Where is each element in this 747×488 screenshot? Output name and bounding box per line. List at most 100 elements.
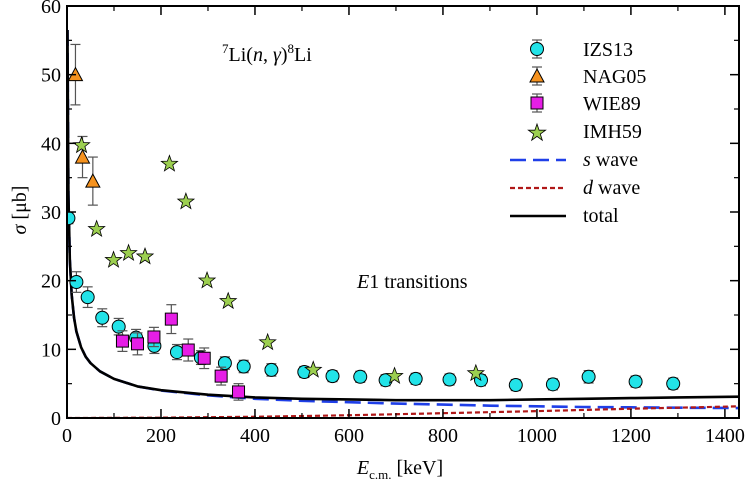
legend-label-s: s bbox=[583, 149, 591, 171]
data-point-izs13 bbox=[666, 376, 681, 391]
y-axis-label-unit: [μb] bbox=[9, 186, 31, 225]
legend-label: total bbox=[583, 205, 619, 227]
legend-marker-circle bbox=[530, 42, 544, 56]
transitions-rest: 1 transitions bbox=[369, 271, 468, 293]
x-tick-label: 400 bbox=[240, 425, 270, 447]
reaction-gamma: γ bbox=[273, 44, 282, 66]
data-point-nag05 bbox=[85, 173, 101, 188]
y-tick-label: 30 bbox=[41, 202, 61, 224]
data-point-imh59 bbox=[160, 154, 179, 172]
data-point-imh59 bbox=[258, 332, 277, 351]
legend: IZS13 NAG05 WIE89 IMH59 s wave d wave bbox=[510, 39, 646, 227]
x-tick-label: 600 bbox=[334, 425, 364, 447]
data-point-izs13 bbox=[217, 356, 232, 371]
curve-total bbox=[67, 30, 739, 402]
reaction-neutron: n bbox=[253, 44, 263, 66]
x-tick-label: 1400 bbox=[705, 425, 745, 447]
data-point-wie89 bbox=[232, 385, 246, 399]
legend-item-wie89: WIE89 bbox=[530, 93, 641, 115]
reaction-post-mass: 8 bbox=[288, 41, 295, 56]
x-axis-label: Ec.m. [keV] bbox=[356, 457, 443, 482]
legend-item-d-wave: d wave bbox=[510, 177, 640, 199]
data-point-imh59 bbox=[135, 246, 155, 265]
data-point-wie89 bbox=[214, 369, 228, 383]
data-point-wie89 bbox=[197, 351, 211, 365]
data-point-izs13 bbox=[545, 377, 560, 392]
y-axis-label-symbol: σ bbox=[9, 223, 31, 234]
data-point-izs13 bbox=[67, 211, 76, 226]
data-point-izs13 bbox=[353, 369, 368, 384]
legend-label: IMH59 bbox=[583, 121, 642, 143]
x-tick-label: 0 bbox=[62, 425, 72, 447]
reaction-close: ) bbox=[281, 44, 288, 66]
data-point-izs13 bbox=[264, 362, 279, 377]
x-tick-label: 200 bbox=[146, 425, 176, 447]
legend-item-total: total bbox=[510, 205, 619, 227]
data-point-wie89 bbox=[181, 343, 195, 357]
data-point-imh59 bbox=[304, 360, 323, 378]
axis-tick-labels: 0 200 400 600 800 1000 1200 1400 0 10 20 30 40 50 60 bbox=[41, 0, 745, 447]
legend-label: d wave bbox=[583, 177, 640, 199]
y-tick-label: 50 bbox=[41, 65, 61, 87]
legend-item-nag05: NAG05 bbox=[529, 66, 646, 88]
data-point-izs13 bbox=[169, 345, 184, 360]
legend-marker-star bbox=[527, 122, 547, 142]
data-point-izs13 bbox=[628, 374, 643, 389]
legend-item-imh59: IMH59 bbox=[527, 121, 642, 143]
data-point-imh59 bbox=[197, 270, 217, 289]
data-point-imh59 bbox=[176, 192, 196, 210]
data-point-nag05 bbox=[74, 149, 91, 164]
y-tick-label: 20 bbox=[41, 271, 61, 293]
data-point-izs13 bbox=[69, 275, 84, 290]
legend-label-wave: wave bbox=[591, 149, 638, 171]
x-tick-label: 800 bbox=[428, 425, 458, 447]
legend-marker-triangle bbox=[529, 67, 545, 83]
legend-label: IZS13 bbox=[583, 39, 633, 61]
legend-item-s-wave: s wave bbox=[510, 149, 638, 171]
legend-marker-square bbox=[530, 96, 544, 110]
y-tick-label: 40 bbox=[41, 133, 61, 155]
data-point-imh59 bbox=[385, 366, 404, 384]
legend-label: WIE89 bbox=[583, 93, 641, 115]
x-axis-label-unit: [keV] bbox=[391, 457, 443, 479]
legend-label-wave: wave bbox=[593, 177, 640, 199]
data-point-imh59 bbox=[218, 291, 238, 310]
transitions-e: E bbox=[356, 271, 369, 293]
data-point-izs13 bbox=[581, 369, 596, 384]
data-point-izs13 bbox=[508, 378, 523, 393]
data-point-imh59 bbox=[72, 135, 91, 154]
data-point-izs13 bbox=[236, 359, 251, 374]
data-point-izs13 bbox=[325, 369, 340, 384]
reaction-product: Li bbox=[294, 44, 312, 66]
legend-label: s wave bbox=[583, 149, 638, 171]
data-point-wie89 bbox=[164, 312, 178, 326]
reaction-comma: , bbox=[263, 44, 273, 66]
x-tick-label: 1000 bbox=[517, 425, 557, 447]
data-point-wie89 bbox=[115, 334, 129, 348]
y-tick-label: 10 bbox=[41, 339, 61, 361]
data-point-imh59 bbox=[104, 250, 123, 268]
reaction-annotation: 7Li(n, γ)8Li bbox=[222, 41, 312, 66]
reaction-pre-mass: 7 bbox=[222, 41, 229, 56]
data-point-imh59 bbox=[87, 219, 106, 237]
y-tick-label: 60 bbox=[41, 0, 61, 18]
data-point-izs13 bbox=[80, 290, 95, 305]
legend-label-d: d bbox=[583, 177, 594, 199]
data-point-imh59 bbox=[466, 363, 486, 382]
series-points bbox=[67, 43, 681, 401]
axis-ticks bbox=[66, 5, 739, 419]
y-tick-label: 0 bbox=[51, 408, 61, 430]
data-point-izs13 bbox=[111, 319, 126, 334]
reaction-target: Li( bbox=[229, 44, 254, 66]
data-point-izs13 bbox=[95, 310, 110, 325]
series-lines bbox=[67, 30, 739, 418]
data-point-imh59 bbox=[119, 243, 138, 262]
legend-item-izs13: IZS13 bbox=[530, 39, 633, 61]
x-axis-label-subscript: c.m. bbox=[369, 467, 391, 482]
data-point-wie89 bbox=[130, 337, 144, 351]
data-point-izs13 bbox=[442, 372, 457, 387]
data-point-izs13 bbox=[408, 371, 423, 386]
legend-label: NAG05 bbox=[583, 66, 646, 88]
curve-d-wave bbox=[67, 405, 739, 418]
